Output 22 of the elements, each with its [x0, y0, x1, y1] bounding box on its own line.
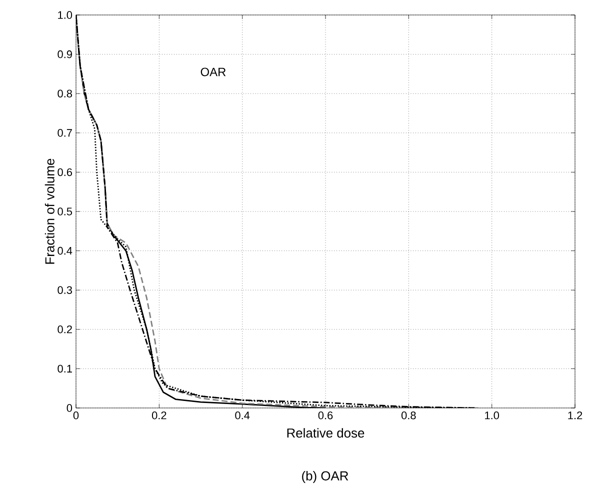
y-axis-title: Fraction of volume	[44, 158, 54, 264]
x-tick-label: 0	[73, 412, 79, 420]
y-tick-label: 0.2	[58, 326, 72, 334]
x-tick-label: 0.8	[401, 412, 416, 420]
y-tick-label: 0.3	[58, 286, 72, 294]
y-tick-label: 0.5	[58, 208, 72, 216]
x-tick-label: 0.2	[152, 412, 166, 420]
x-tick-label: 0.6	[318, 412, 333, 420]
y-tick-label: 0.4	[58, 246, 72, 255]
x-tick-label: 1.0	[485, 412, 500, 420]
y-tick-label: 0.8	[58, 90, 72, 98]
x-tick-label: 0.4	[235, 412, 250, 420]
y-tick-label: 0.7	[58, 129, 72, 137]
y-tick-label: 0.6	[58, 168, 72, 176]
x-tick-label: 1.2	[568, 412, 582, 420]
x-axis-title: Relative dose	[287, 428, 364, 438]
y-tick-label: 0	[66, 404, 72, 412]
text: (b) OAR	[302, 470, 348, 484]
y-tick-label: 1.0	[58, 11, 72, 19]
y-tick-label: 0.9	[58, 50, 72, 58]
y-tick-label: 0.1	[58, 364, 72, 373]
annotation: OAR	[200, 68, 226, 76]
